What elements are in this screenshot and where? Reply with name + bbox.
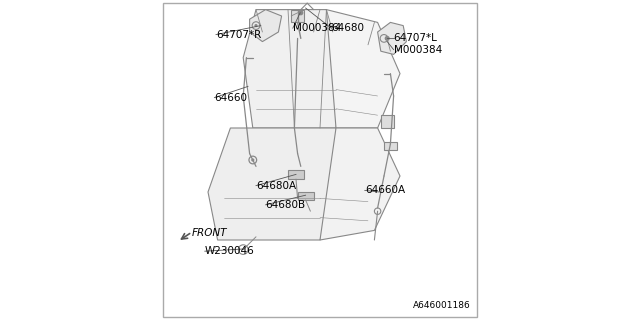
Text: 64680A: 64680A bbox=[256, 180, 296, 191]
Circle shape bbox=[255, 24, 258, 27]
Text: 64680: 64680 bbox=[332, 23, 364, 33]
Text: M000384: M000384 bbox=[292, 23, 341, 33]
Polygon shape bbox=[243, 10, 346, 128]
Bar bbox=[384, 142, 397, 150]
Polygon shape bbox=[320, 128, 400, 240]
Bar bbox=[291, 10, 304, 22]
Bar bbox=[288, 170, 304, 179]
Text: A646001186: A646001186 bbox=[413, 301, 470, 310]
Text: M000384: M000384 bbox=[394, 44, 442, 55]
Text: 64707*L: 64707*L bbox=[394, 33, 438, 44]
Polygon shape bbox=[378, 22, 406, 54]
Polygon shape bbox=[326, 10, 400, 128]
Text: 64680B: 64680B bbox=[266, 200, 306, 210]
Circle shape bbox=[385, 36, 390, 41]
Text: 64660: 64660 bbox=[214, 92, 248, 103]
Text: W230046: W230046 bbox=[205, 246, 255, 256]
Polygon shape bbox=[250, 10, 282, 42]
Polygon shape bbox=[208, 128, 346, 240]
Circle shape bbox=[298, 10, 303, 15]
Circle shape bbox=[252, 158, 255, 162]
Bar bbox=[381, 115, 394, 128]
Text: 64660A: 64660A bbox=[365, 185, 405, 196]
Bar bbox=[298, 192, 314, 200]
Text: 64707*R: 64707*R bbox=[216, 29, 261, 40]
Text: FRONT: FRONT bbox=[192, 228, 227, 238]
